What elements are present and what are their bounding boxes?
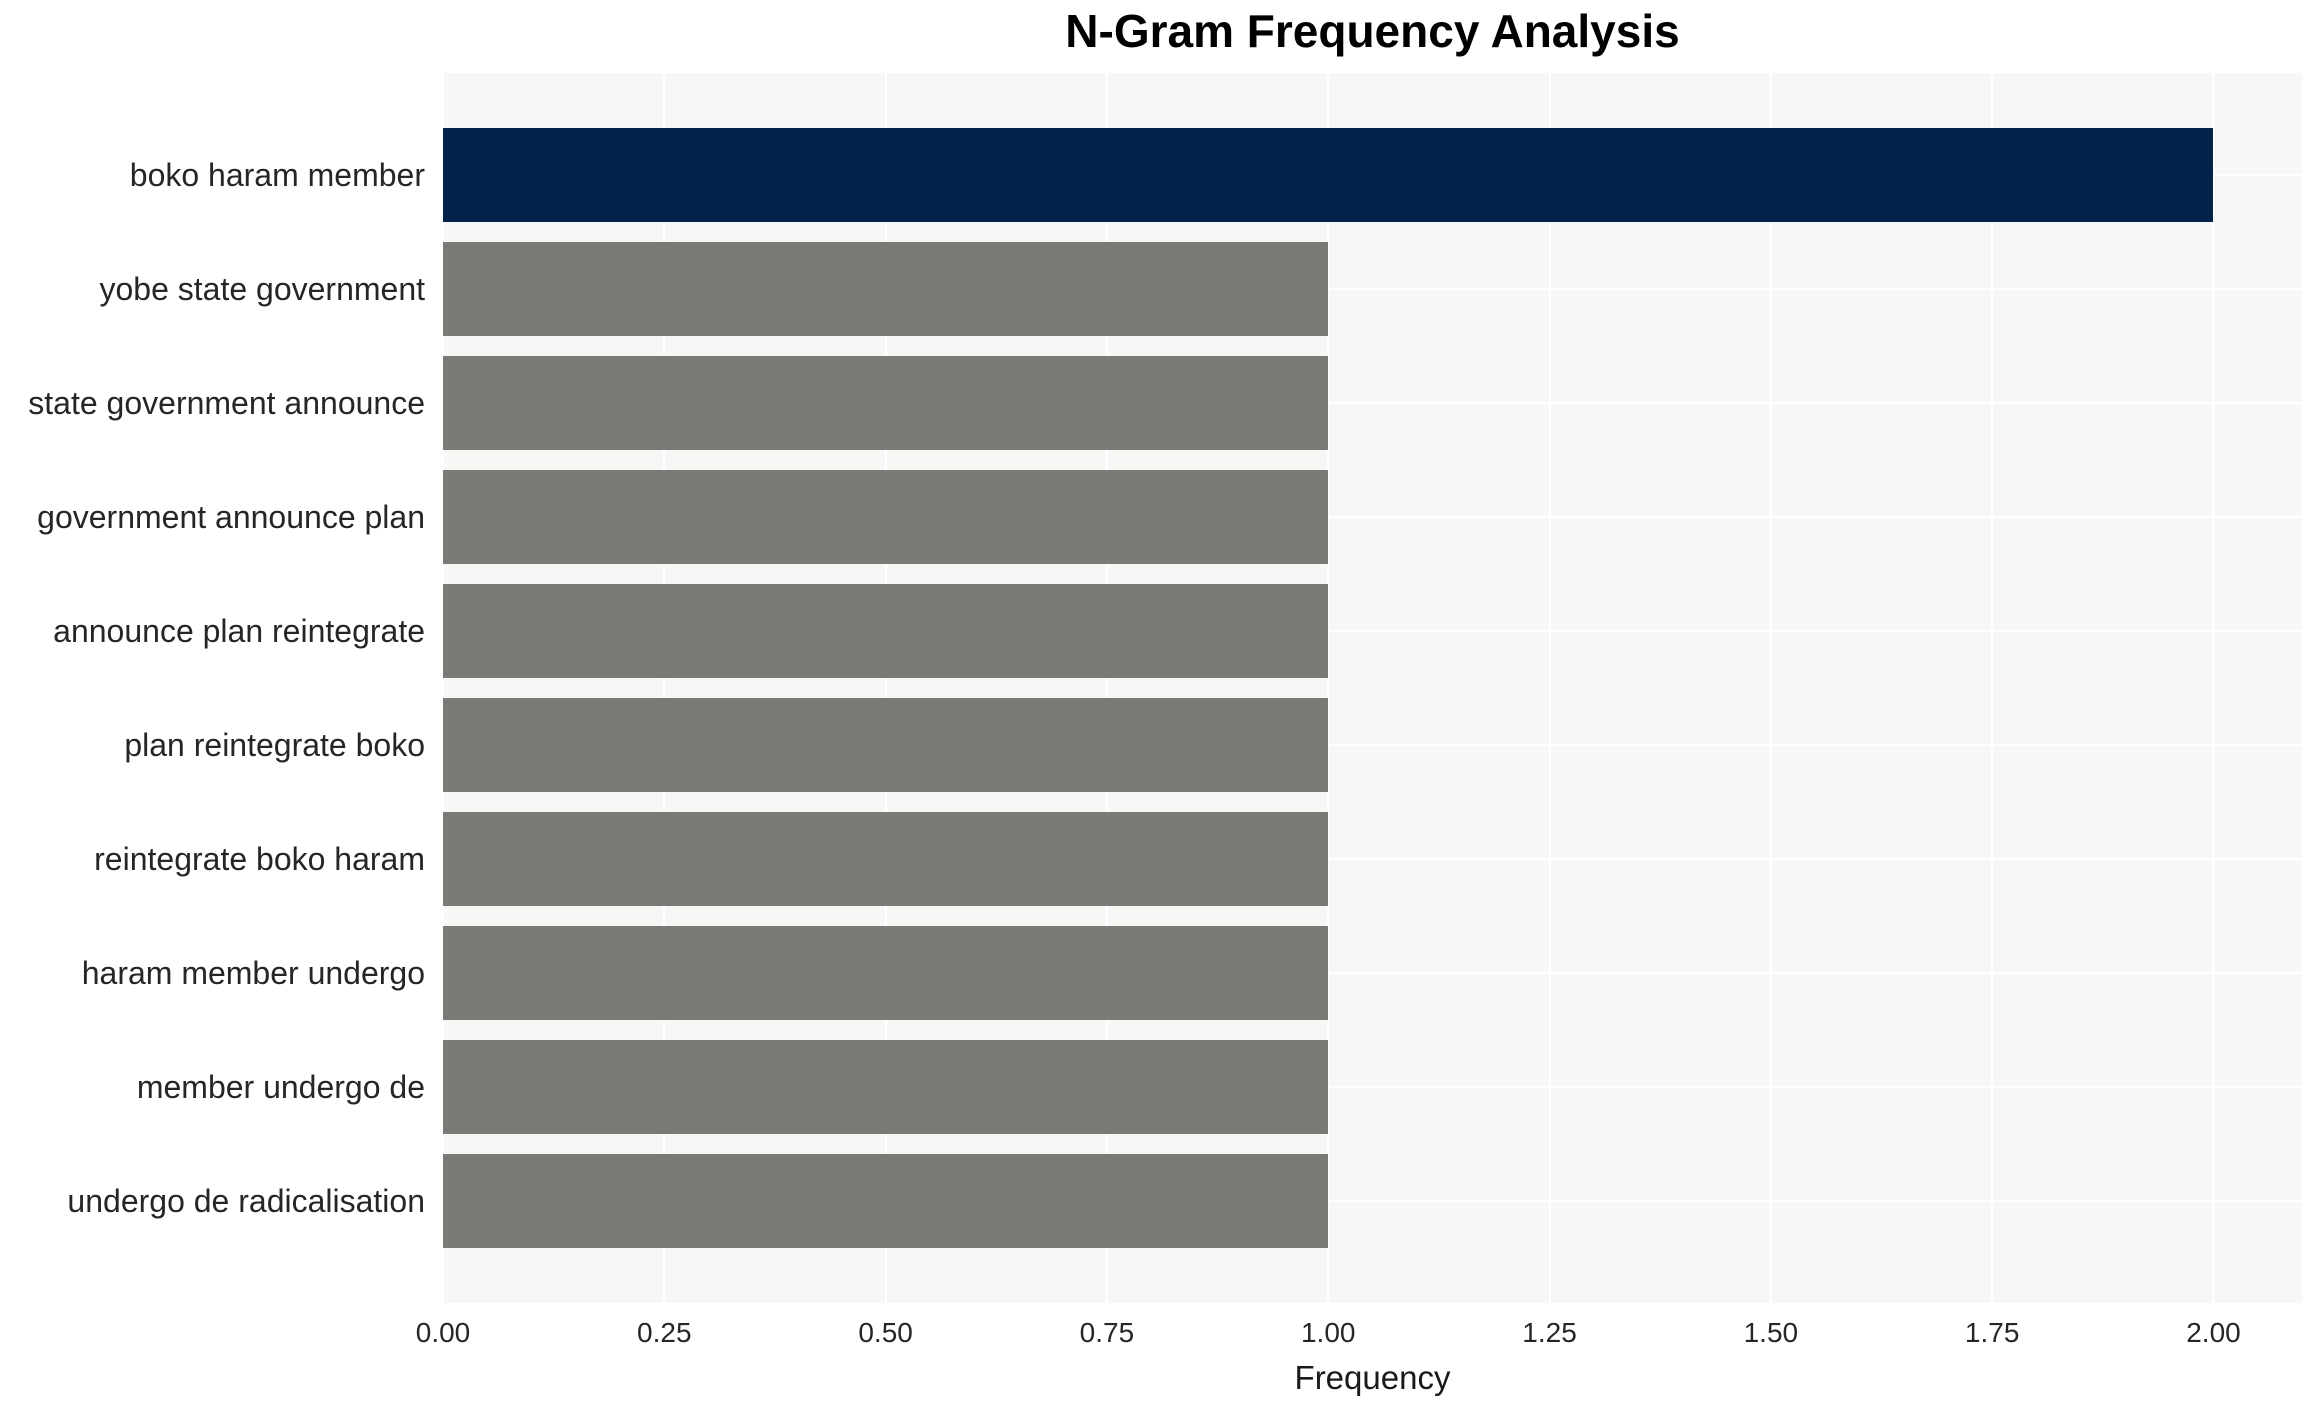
bar (443, 926, 1329, 1020)
gridline-horizontal (443, 744, 2302, 746)
bar (443, 812, 1329, 906)
gridline-vertical (1991, 73, 1994, 1303)
category-label: reintegrate boko haram (94, 841, 425, 877)
gridline-vertical (1548, 73, 1551, 1303)
x-tick-label: 2.00 (2186, 1317, 2241, 1348)
chart-title: N-Gram Frequency Analysis (1065, 5, 1680, 57)
bar (443, 128, 2214, 222)
gridline-horizontal (443, 858, 2302, 860)
gridline-horizontal (443, 1086, 2302, 1088)
x-tick-label: 1.75 (1964, 1317, 2020, 1348)
gridline-horizontal (443, 402, 2302, 404)
bar (443, 356, 1329, 450)
bar (443, 584, 1329, 678)
plot-area (442, 73, 2302, 1303)
bar (443, 1040, 1329, 1134)
category-label: member undergo de (136, 1069, 425, 1105)
gridline-vertical (442, 73, 444, 1303)
category-label: haram member undergo (81, 955, 425, 991)
gridline-vertical (1327, 73, 1330, 1303)
x-tick-label: 0.75 (1079, 1317, 1135, 1348)
gridline-horizontal (443, 288, 2302, 290)
gridline-vertical (663, 73, 666, 1303)
x-tick-label: 1.25 (1522, 1317, 1577, 1348)
category-label: state government announce (28, 385, 425, 421)
bar (443, 470, 1329, 564)
category-label: boko haram member (129, 157, 425, 193)
x-tick-label: 1.00 (1300, 1317, 1356, 1348)
category-label: announce plan reintegrate (53, 613, 425, 649)
gridline-horizontal (443, 630, 2302, 632)
x-axis-title: Frequency (1294, 1359, 1451, 1396)
category-label: undergo de radicalisation (67, 1183, 425, 1219)
category-label: yobe state government (99, 271, 425, 307)
x-tick-label: 1.50 (1743, 1317, 1799, 1348)
gridline-vertical (884, 73, 887, 1303)
x-tick-label: 0.50 (858, 1317, 913, 1348)
gridline-vertical (1769, 73, 1772, 1303)
x-tick-label: 0.00 (415, 1317, 471, 1348)
gridline-vertical (2212, 73, 2215, 1303)
gridline-horizontal (443, 516, 2302, 518)
category-label: plan reintegrate boko (124, 727, 425, 763)
x-tick-label: 0.25 (637, 1317, 692, 1348)
bar (443, 1154, 1329, 1248)
bar (443, 242, 1329, 336)
category-label: government announce plan (37, 499, 425, 535)
gridline-horizontal (443, 1200, 2302, 1202)
gridline-horizontal (443, 972, 2302, 974)
gridline-vertical (1105, 73, 1108, 1303)
bar (443, 698, 1329, 792)
